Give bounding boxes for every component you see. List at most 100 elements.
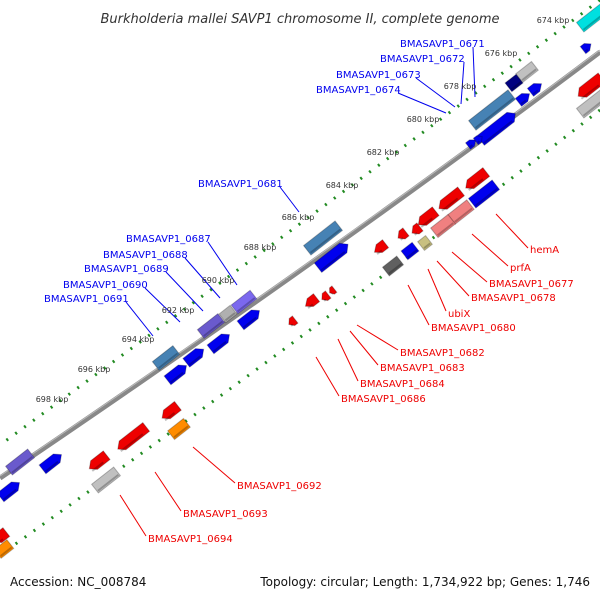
gene-feature[interactable] — [504, 73, 524, 93]
gene-feature[interactable] — [313, 240, 351, 274]
gene-label[interactable]: BMASAVP1_0674 — [316, 85, 401, 96]
gene-feature[interactable] — [476, 109, 519, 146]
gene-arrow — [0, 527, 11, 544]
gene-arrow — [417, 206, 440, 226]
gene-feature[interactable] — [218, 304, 238, 324]
gene-label[interactable]: BMASAVP1_0693 — [183, 509, 268, 520]
gene-arrow — [230, 289, 258, 315]
gene-feature[interactable] — [327, 285, 338, 296]
gene-feature[interactable] — [400, 241, 420, 261]
gene-feature[interactable] — [151, 344, 181, 372]
gene-feature[interactable] — [167, 417, 191, 441]
gene-shadow — [164, 412, 176, 422]
gene-shadow — [173, 425, 189, 439]
gene-label[interactable]: BMASAVP1_0677 — [489, 279, 574, 290]
gene-feature[interactable] — [86, 450, 111, 473]
gene-label[interactable]: BMASAVP1_0682 — [400, 348, 485, 359]
gene-feature[interactable] — [302, 220, 344, 256]
leader-line — [472, 46, 476, 98]
gene-feature[interactable] — [472, 133, 484, 146]
leader-line — [119, 494, 147, 537]
gene-feature[interactable] — [196, 312, 226, 340]
gene-shadow — [388, 263, 403, 275]
gene-shadow — [420, 217, 433, 228]
gene-feature[interactable] — [416, 234, 434, 252]
gene-feature[interactable] — [319, 290, 332, 303]
gene-feature[interactable] — [182, 345, 207, 368]
gene-label[interactable]: BMASAVP1_0678 — [471, 293, 556, 304]
gene-feature[interactable] — [371, 239, 390, 256]
gene-arrow — [397, 227, 410, 240]
leader-line — [415, 77, 456, 108]
gene-feature[interactable] — [0, 478, 23, 503]
gene-shadow — [580, 84, 600, 100]
gene-feature[interactable] — [206, 330, 233, 355]
gene-feature[interactable] — [574, 72, 600, 101]
gene-feature[interactable] — [464, 137, 479, 150]
gene-shadow — [158, 352, 179, 369]
gene-arrow — [400, 241, 420, 261]
gene-shadow — [521, 68, 537, 82]
gene-label[interactable]: BMASAVP1_0690 — [63, 280, 148, 291]
gene-feature[interactable] — [579, 40, 593, 55]
gene-feature[interactable] — [114, 421, 151, 454]
gene-feature[interactable] — [467, 89, 517, 131]
gene-arrow — [302, 220, 344, 256]
kbp-label: 698 kbp — [36, 395, 69, 404]
gene-feature[interactable] — [159, 400, 182, 423]
gene-label[interactable]: BMASAVP1_0683 — [380, 363, 465, 374]
gene-label[interactable]: hemA — [530, 245, 559, 256]
gene-label[interactable]: BMASAVP1_0689 — [84, 264, 169, 275]
gene-label[interactable]: ubiX — [448, 309, 470, 320]
gene-arrow — [161, 400, 182, 420]
gene-label[interactable]: prfA — [510, 263, 531, 274]
gene-label[interactable]: BMASAVP1_0691 — [44, 294, 129, 305]
gene-label[interactable]: BMASAVP1_0680 — [431, 323, 516, 334]
gene-feature[interactable] — [462, 166, 491, 193]
gene-label[interactable]: BMASAVP1_0684 — [360, 379, 445, 390]
gene-feature[interactable] — [526, 80, 544, 97]
gene-feature[interactable] — [409, 222, 424, 237]
gene-feature[interactable] — [236, 306, 263, 331]
gene-feature[interactable] — [514, 90, 532, 107]
gene-label[interactable]: BMASAVP1_0687 — [126, 234, 211, 245]
kbp-label: 688 kbp — [244, 243, 277, 252]
gene-label[interactable]: BMASAVP1_0681 — [198, 179, 283, 190]
gene-feature[interactable] — [0, 539, 15, 559]
gene-labels: BMASAVP1_0671 BMASAVP1_0672 BMASAVP1_0673 B… — [44, 39, 574, 545]
gene-feature[interactable] — [415, 206, 440, 229]
gene-shadow — [236, 297, 256, 313]
gene-feature[interactable] — [302, 293, 321, 310]
leader-line — [207, 241, 238, 286]
gene-feature[interactable] — [286, 315, 299, 328]
gene-arrow — [0, 481, 21, 503]
gene-arrow — [464, 139, 477, 150]
gene-feature[interactable] — [0, 527, 11, 547]
gene-label[interactable]: BMASAVP1_0673 — [336, 70, 421, 81]
gene-feature[interactable] — [163, 361, 190, 386]
gene-feature[interactable] — [436, 186, 466, 213]
gene-label[interactable]: BMASAVP1_0672 — [380, 54, 465, 65]
gene-label[interactable]: BMASAVP1_0694 — [148, 534, 233, 545]
gene-label[interactable]: BMASAVP1_0686 — [341, 394, 426, 405]
gene-feature[interactable] — [90, 466, 122, 494]
gene-feature[interactable] — [38, 450, 65, 475]
gene-arrow — [579, 42, 592, 55]
gene-feature[interactable] — [575, 3, 600, 33]
gene-feature[interactable] — [515, 60, 539, 84]
gene-label[interactable]: BMASAVP1_0692 — [237, 481, 322, 492]
gene-feature[interactable] — [467, 179, 501, 209]
gene-feature[interactable] — [395, 227, 410, 242]
leader-line — [495, 213, 529, 249]
gene-feature[interactable] — [429, 213, 457, 239]
gene-arrow — [0, 539, 15, 559]
leader-line — [125, 301, 154, 337]
gene-feature[interactable] — [4, 448, 36, 476]
gene-arrow — [182, 348, 205, 368]
gene-label[interactable]: BMASAVP1_0671 — [400, 39, 485, 50]
gene-feature[interactable] — [381, 255, 405, 277]
gene-shadow — [323, 298, 327, 302]
gene-arrow — [117, 421, 151, 451]
gene-feature[interactable] — [230, 289, 258, 315]
gene-label[interactable]: BMASAVP1_0688 — [103, 250, 188, 261]
